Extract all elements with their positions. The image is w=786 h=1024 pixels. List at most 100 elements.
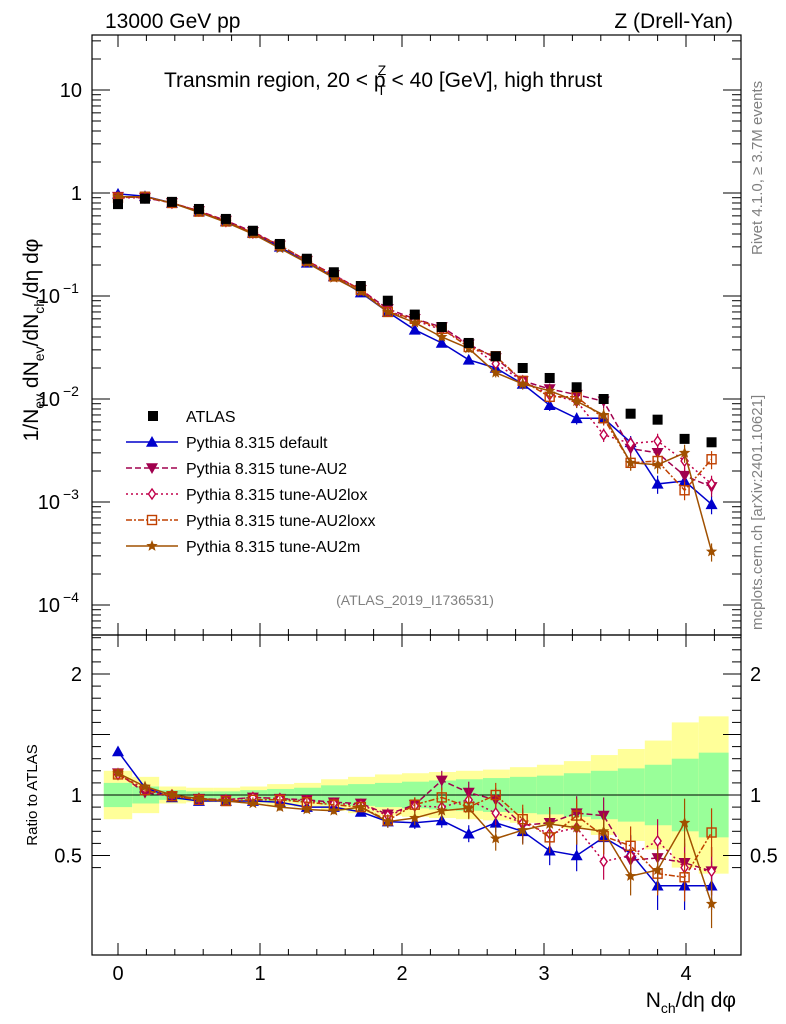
ratio-point <box>328 804 340 816</box>
atlas-data-point <box>463 337 474 348</box>
main-y-tick-label: 10 <box>38 492 60 514</box>
ratio-point <box>382 815 394 827</box>
main-y-tick-exponent: −2 <box>63 383 79 399</box>
legend-label: Pythia 8.315 tune-AU2m <box>186 539 360 556</box>
title-subscript: T <box>377 82 386 98</box>
atlas-data-point <box>139 193 150 204</box>
main-point <box>328 271 340 283</box>
ratio-point <box>706 827 717 838</box>
main-point <box>597 409 610 420</box>
ratio-point <box>409 799 420 810</box>
ratio-point <box>651 864 664 875</box>
main-point <box>544 384 556 396</box>
legend-marker <box>146 436 158 447</box>
ratio-y-tick-label: 1 <box>71 785 82 807</box>
atlas-data-point <box>113 199 123 210</box>
title-superscript: Z <box>378 62 387 78</box>
ratio-y-axis-label: Ratio to ATLAS <box>24 744 41 845</box>
main-y-tick-label: 10 <box>38 286 60 308</box>
main-point <box>570 412 583 424</box>
ratio-y-tick-label-right: 0.5 <box>750 846 778 868</box>
ratio-point <box>355 801 367 812</box>
atlas-data-point <box>382 295 393 306</box>
ratio-y-tick-label-right: 2 <box>750 664 761 686</box>
atlas-data-point <box>625 408 636 419</box>
main-point <box>355 285 367 297</box>
main-point <box>571 395 583 407</box>
ratio-series <box>112 745 718 929</box>
ratio-point <box>462 827 475 839</box>
main-point <box>705 545 718 557</box>
main-y-tick-label: 10 <box>38 389 60 411</box>
atlas-data-point <box>274 238 285 249</box>
main-series <box>112 187 718 562</box>
ratio-y-tick-label: 0.5 <box>54 846 82 868</box>
ratio-point <box>112 745 124 757</box>
legend-label: Pythia 8.315 default <box>186 435 328 452</box>
main-point <box>436 331 448 342</box>
main-point <box>707 477 716 491</box>
ratio-point <box>653 834 662 848</box>
ratio-point <box>544 818 556 829</box>
ratio-point <box>112 767 124 779</box>
legend-label: Pythia 8.315 tune-AU2lox <box>186 487 367 504</box>
legend-marker-atlas <box>148 411 158 421</box>
header-left: 13000 GeV pp <box>105 10 240 33</box>
ratio-point <box>707 865 716 878</box>
atlas-data-point <box>409 309 420 320</box>
ratio-point <box>301 803 313 815</box>
axis-ticks <box>92 35 741 955</box>
ratio-point <box>247 797 259 809</box>
atlas-data-point <box>166 196 177 207</box>
main-point <box>651 458 664 470</box>
main-point <box>678 446 691 458</box>
atlas-data-point <box>706 437 717 448</box>
atlas-data-point <box>247 225 258 236</box>
main-point <box>517 377 529 389</box>
ratio-point <box>409 812 421 823</box>
legend-marker <box>146 463 158 474</box>
atlas-data-point <box>652 414 663 425</box>
ratio-point <box>463 802 475 814</box>
legend-marker <box>146 540 158 551</box>
main-y-tick-exponent: −4 <box>63 589 79 605</box>
main-point <box>705 498 718 510</box>
ratio-point <box>274 801 286 812</box>
ratio-point <box>599 855 608 868</box>
analysis-id: (ATLAS_2019_I1736531) <box>336 592 494 608</box>
x-tick-label: 4 <box>680 963 691 985</box>
main-point <box>706 454 717 465</box>
main-y-tick-exponent: −1 <box>63 280 79 296</box>
x-tick-label: 1 <box>254 963 265 985</box>
legend-label-atlas: ATLAS <box>186 409 236 426</box>
atlas-data-point <box>193 203 204 214</box>
main-point <box>624 456 637 468</box>
ratio-point <box>678 816 691 828</box>
main-point <box>678 470 691 482</box>
side-text-rivet: Rivet 4.1.0, ≥ 3.7M events <box>749 81 766 255</box>
ratio-point <box>490 832 502 844</box>
x-tick-label: 2 <box>396 963 407 985</box>
ratio-point <box>705 897 718 909</box>
legend: ATLAS Pythia 8.315 default Pythia 8.315 tu… <box>126 409 375 556</box>
ratio-point <box>193 792 205 804</box>
ratio-point <box>436 804 448 816</box>
main-point <box>651 477 664 489</box>
atlas-data-point <box>490 351 501 362</box>
ratio-point <box>570 849 583 861</box>
ratio-point <box>220 795 232 806</box>
x-tick-label: 3 <box>538 963 549 985</box>
atlas-data-point <box>598 394 609 404</box>
main-point <box>490 366 502 378</box>
atlas-data-point <box>301 253 312 264</box>
main-point <box>382 306 394 317</box>
ratio-y-tick-label: 2 <box>71 664 82 686</box>
atlas-data-point <box>328 267 339 278</box>
main-point <box>462 353 475 365</box>
ratio-point <box>491 806 501 820</box>
main-point <box>435 336 448 348</box>
ratio-point <box>139 780 151 792</box>
main-point <box>651 448 664 459</box>
